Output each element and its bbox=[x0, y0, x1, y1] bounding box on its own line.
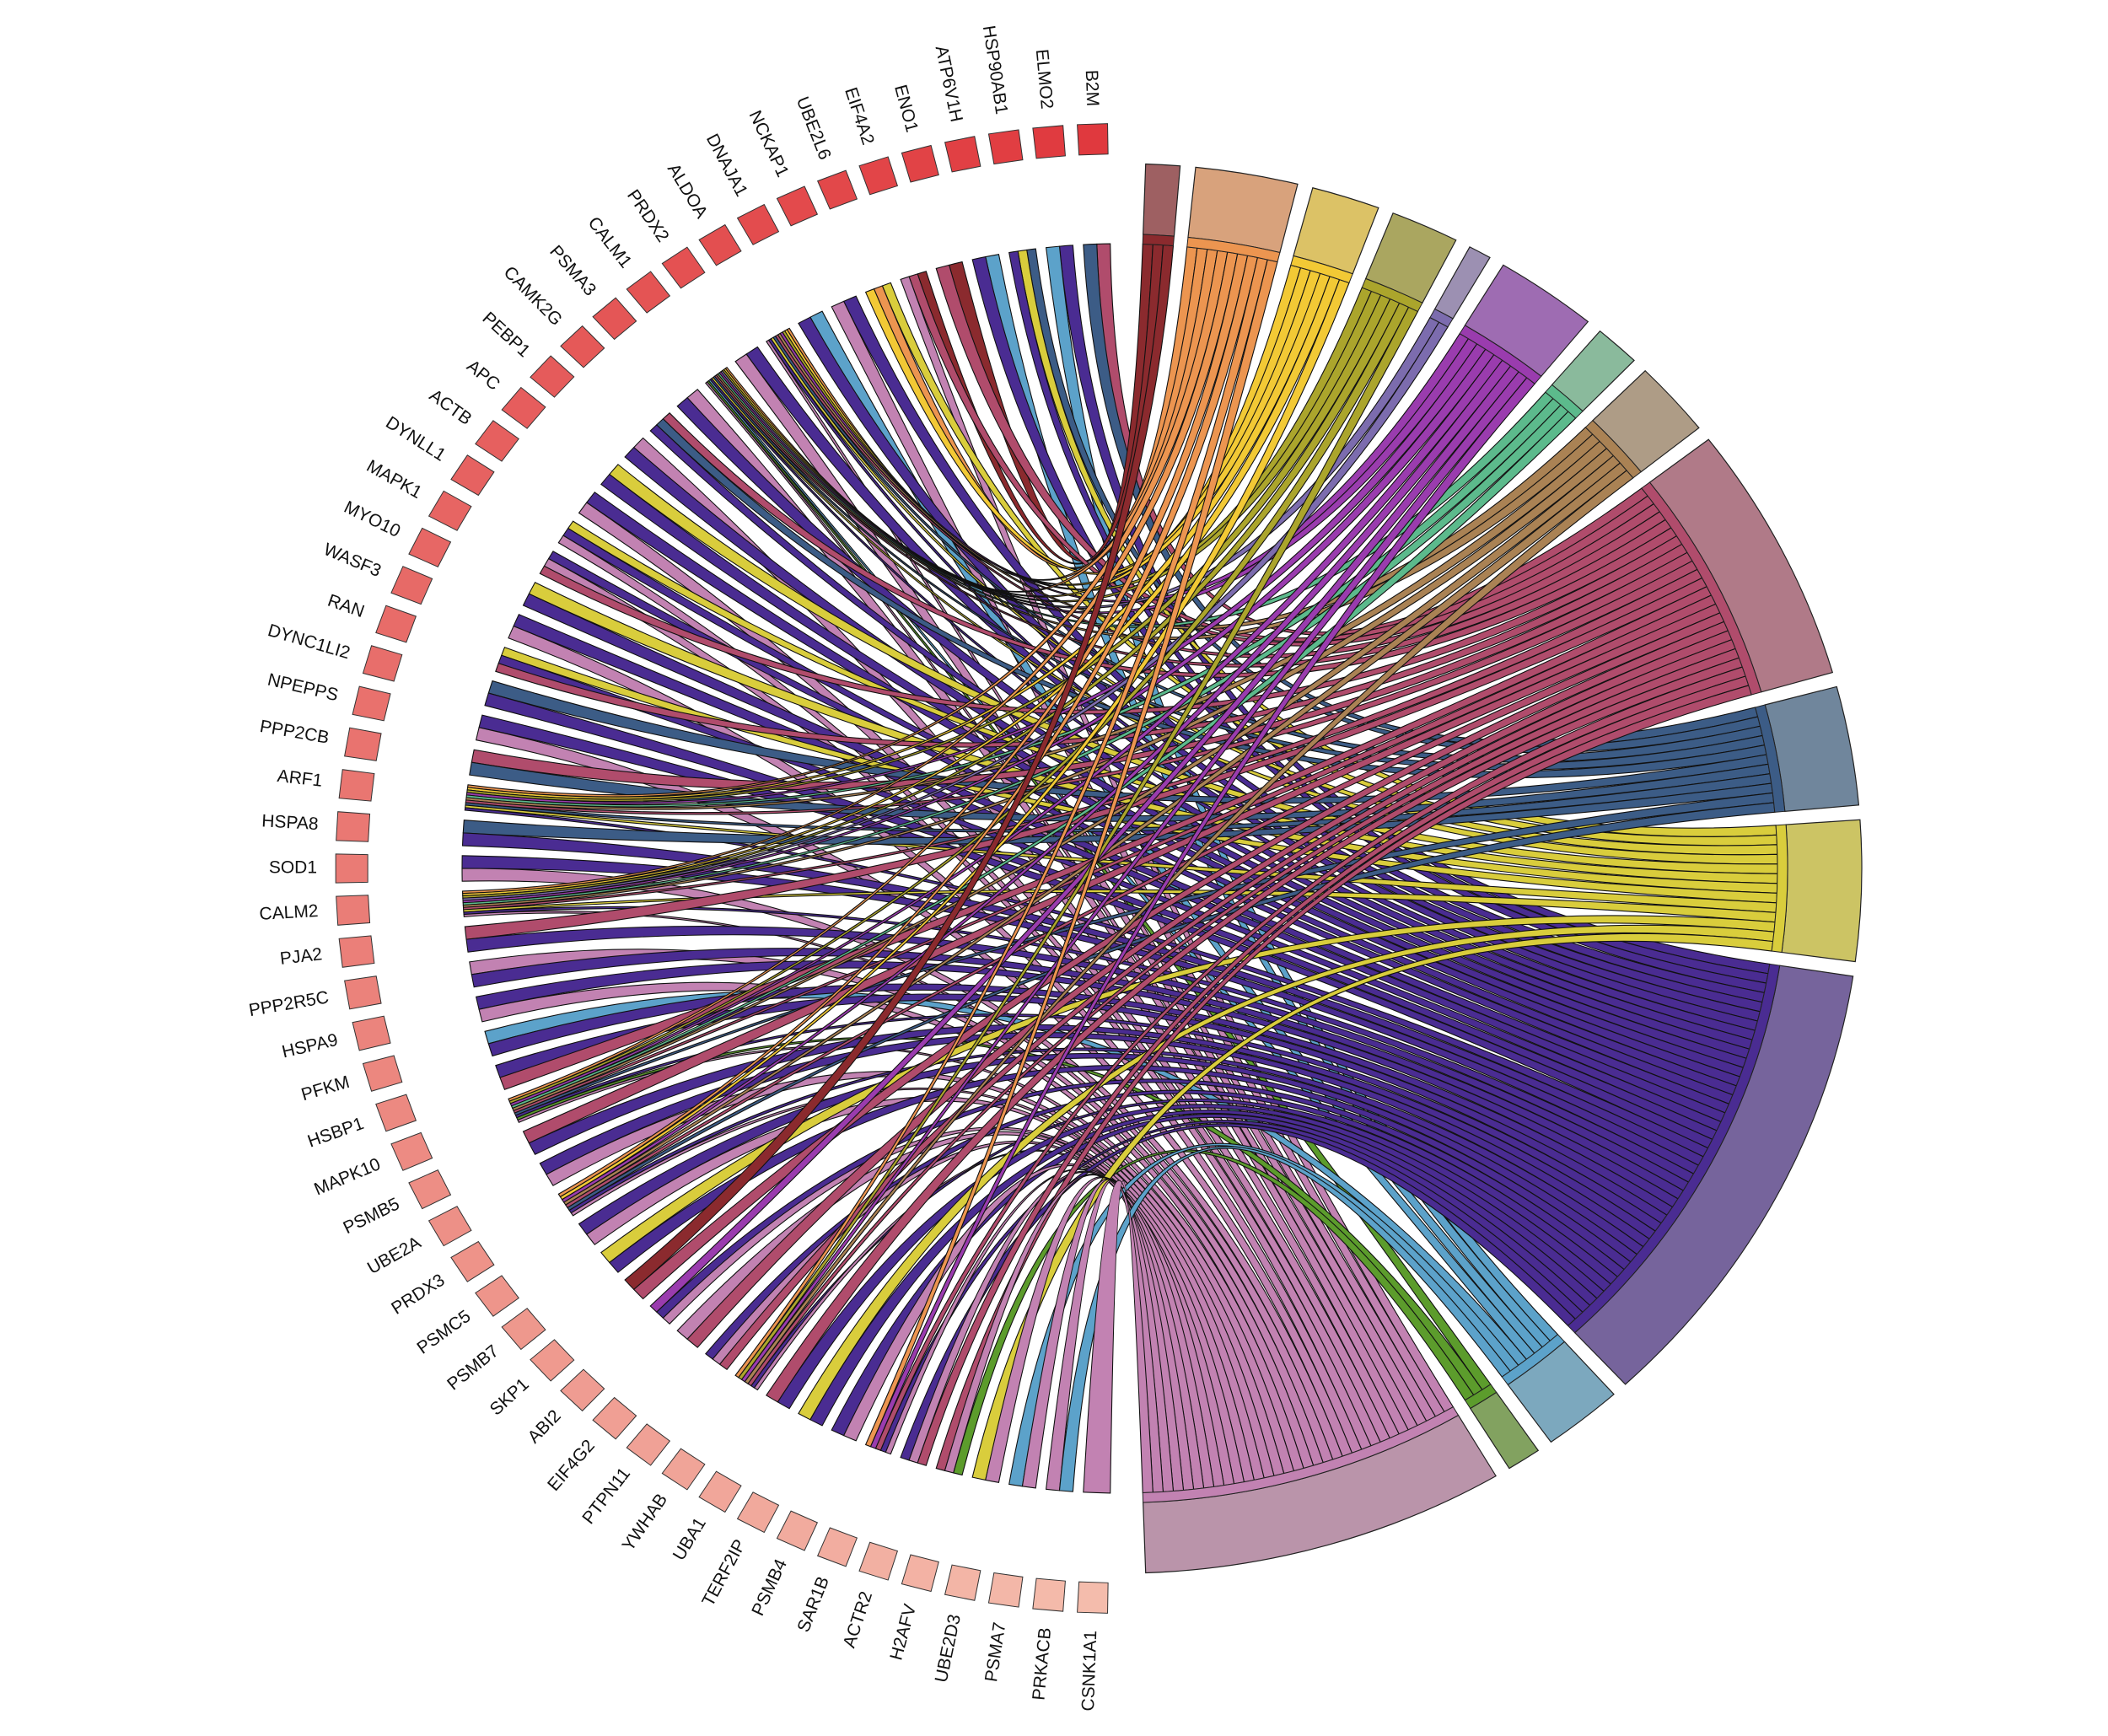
term-band bbox=[1361, 277, 1423, 313]
term-band bbox=[1429, 308, 1454, 328]
gene-square bbox=[592, 297, 637, 341]
gene-square bbox=[428, 490, 472, 531]
gene-square bbox=[475, 420, 519, 462]
gene-square bbox=[450, 454, 495, 497]
gene-square bbox=[428, 1206, 472, 1247]
term-band bbox=[1464, 1384, 1498, 1410]
gene-square bbox=[592, 1396, 637, 1440]
gene-square bbox=[501, 386, 546, 429]
gene-square bbox=[944, 1564, 981, 1601]
gene-label: SOD1 bbox=[269, 858, 317, 878]
gene-square bbox=[362, 1055, 403, 1092]
term-band bbox=[1771, 824, 1788, 954]
gene-square bbox=[736, 1491, 780, 1534]
gene-square bbox=[698, 223, 742, 266]
gene-square bbox=[626, 271, 671, 314]
gene-square bbox=[352, 685, 391, 722]
gene-square bbox=[390, 566, 433, 605]
gene-square bbox=[336, 895, 371, 926]
gene-square bbox=[661, 246, 706, 289]
term-band bbox=[1186, 236, 1281, 263]
gene-square bbox=[901, 144, 939, 183]
gene-square bbox=[338, 769, 375, 802]
gene-square bbox=[626, 1423, 671, 1466]
gene-square bbox=[530, 1339, 575, 1382]
gene-square bbox=[816, 1527, 858, 1567]
term-band bbox=[1567, 963, 1781, 1334]
gene-square bbox=[1032, 1577, 1066, 1612]
term-band bbox=[1290, 255, 1353, 284]
term-block bbox=[1143, 163, 1181, 237]
term-band bbox=[1584, 420, 1642, 479]
term-band bbox=[1142, 1406, 1460, 1503]
gene-square bbox=[501, 1308, 546, 1351]
gene-square bbox=[344, 727, 382, 761]
gene-square bbox=[776, 1510, 819, 1551]
gene-label: CALM2 bbox=[259, 901, 319, 924]
gene-label: HSPA8 bbox=[261, 811, 320, 834]
term-band bbox=[1459, 325, 1542, 384]
gene-square bbox=[335, 853, 368, 884]
gene-square bbox=[987, 129, 1024, 165]
gene-square bbox=[776, 185, 819, 227]
gene-square bbox=[1077, 1581, 1109, 1614]
gene-square bbox=[901, 1554, 939, 1593]
gene-square bbox=[352, 1015, 391, 1051]
gene-square bbox=[944, 136, 981, 173]
gene-square bbox=[336, 811, 371, 842]
gene-label: PJA2 bbox=[279, 944, 323, 969]
term-band bbox=[1641, 481, 1762, 696]
gene-square bbox=[560, 1368, 605, 1412]
term-band bbox=[1501, 1334, 1566, 1386]
term-band bbox=[1142, 234, 1175, 246]
gene-square bbox=[858, 1541, 899, 1581]
gene-label: CSNK1A1 bbox=[1078, 1630, 1100, 1711]
term-band bbox=[1754, 704, 1786, 813]
gene-square bbox=[530, 355, 575, 398]
gene-square bbox=[375, 1094, 417, 1132]
gene-square bbox=[338, 935, 375, 968]
gene-square bbox=[661, 1448, 706, 1491]
gene-square bbox=[560, 325, 605, 368]
gene-square bbox=[344, 975, 382, 1010]
gene-square bbox=[408, 527, 452, 567]
gene-square bbox=[450, 1240, 495, 1282]
gene-square bbox=[408, 1169, 452, 1210]
term-band bbox=[1545, 384, 1584, 419]
gene-square bbox=[375, 605, 417, 643]
gene-square bbox=[1077, 123, 1109, 156]
gene-square bbox=[475, 1275, 519, 1317]
gene-square bbox=[698, 1470, 742, 1513]
gene-square bbox=[858, 156, 899, 196]
gene-square bbox=[1032, 125, 1066, 159]
gene-square bbox=[390, 1131, 433, 1171]
gene-square bbox=[736, 203, 780, 245]
term-block bbox=[1781, 819, 1863, 963]
gene-square bbox=[816, 169, 858, 210]
gene-square bbox=[362, 645, 403, 682]
gene-square bbox=[987, 1572, 1024, 1608]
gene-label: B2M bbox=[1082, 70, 1102, 107]
